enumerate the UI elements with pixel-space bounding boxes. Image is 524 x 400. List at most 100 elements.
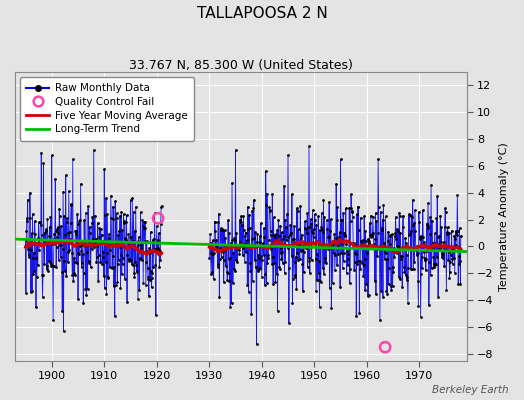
Point (263, 190, 271, 197)
Point (107, 215, 115, 221)
Point (320, 271, 328, 277)
Point (131, 259, 139, 266)
Point (265, 204, 274, 210)
Point (260, 225, 268, 232)
Point (80, 243, 89, 250)
Point (118, 227, 126, 234)
Point (389, 269, 398, 276)
Point (91, 212, 99, 219)
Point (65, 247, 73, 254)
Point (309, 238, 318, 245)
Point (130, 228, 139, 234)
Point (217, 225, 225, 232)
Point (383, 255, 391, 262)
Point (40, 260, 49, 267)
Point (355, 227, 363, 234)
Point (154, 215, 162, 222)
Point (450, 255, 458, 262)
Point (433, 234, 442, 240)
Point (217, 254, 226, 260)
Point (316, 278, 324, 284)
Point (61, 268, 69, 274)
Point (368, 232, 376, 239)
Point (313, 276, 322, 283)
Point (276, 250, 285, 256)
Point (253, 230, 261, 237)
Point (442, 287, 451, 293)
Text: Berkeley Earth: Berkeley Earth (432, 385, 508, 395)
Point (341, 232, 350, 238)
Point (395, 209, 403, 216)
Point (429, 240, 437, 246)
Point (352, 313, 361, 320)
Point (83, 286, 92, 292)
Point (111, 198, 119, 204)
Point (298, 231, 306, 238)
Point (117, 208, 126, 215)
Point (396, 229, 405, 236)
Point (266, 207, 274, 213)
Point (45, 258, 53, 264)
Point (79, 300, 88, 306)
Point (302, 244, 310, 251)
Point (441, 209, 450, 215)
Point (122, 218, 130, 225)
Point (43, 216, 51, 222)
Point (81, 285, 90, 292)
Point (74, 250, 83, 256)
Point (99, 249, 107, 255)
Point (29, 255, 37, 262)
Point (237, 213, 245, 219)
Point (446, 252, 455, 258)
Point (223, 276, 232, 283)
Point (103, 250, 111, 256)
Point (441, 224, 449, 230)
Point (247, 310, 256, 317)
Point (91, 240, 100, 246)
Point (379, 293, 387, 300)
Point (60, 213, 68, 219)
Point (352, 250, 360, 257)
Point (313, 276, 321, 283)
Point (418, 265, 426, 272)
Point (451, 236, 460, 242)
Point (257, 253, 266, 260)
Point (395, 273, 403, 280)
Point (445, 229, 453, 236)
Point (96, 239, 104, 246)
Point (291, 274, 299, 280)
Point (116, 284, 125, 291)
Point (213, 264, 222, 270)
Point (39, 160, 48, 167)
Point (241, 233, 249, 239)
Point (75, 218, 83, 224)
Point (381, 248, 389, 255)
Point (381, 344, 389, 350)
Point (139, 225, 148, 231)
Point (151, 246, 159, 252)
Point (328, 242, 336, 248)
Point (398, 253, 406, 259)
Point (119, 211, 128, 217)
Point (434, 293, 442, 300)
Point (449, 245, 457, 251)
Point (59, 246, 67, 253)
Point (229, 250, 237, 256)
Point (274, 243, 282, 249)
Point (72, 260, 81, 266)
Point (34, 235, 42, 241)
Point (362, 238, 370, 244)
Point (350, 266, 358, 273)
Point (359, 262, 368, 268)
Point (330, 239, 338, 245)
Point (156, 257, 165, 264)
Point (388, 231, 396, 238)
Point (144, 275, 152, 282)
Point (242, 229, 250, 236)
Point (149, 235, 158, 242)
Title: 33.767 N, 85.300 W (United States): 33.767 N, 85.300 W (United States) (129, 59, 353, 72)
Point (138, 222, 147, 229)
Point (57, 242, 66, 248)
Point (411, 245, 420, 251)
Point (353, 211, 361, 218)
